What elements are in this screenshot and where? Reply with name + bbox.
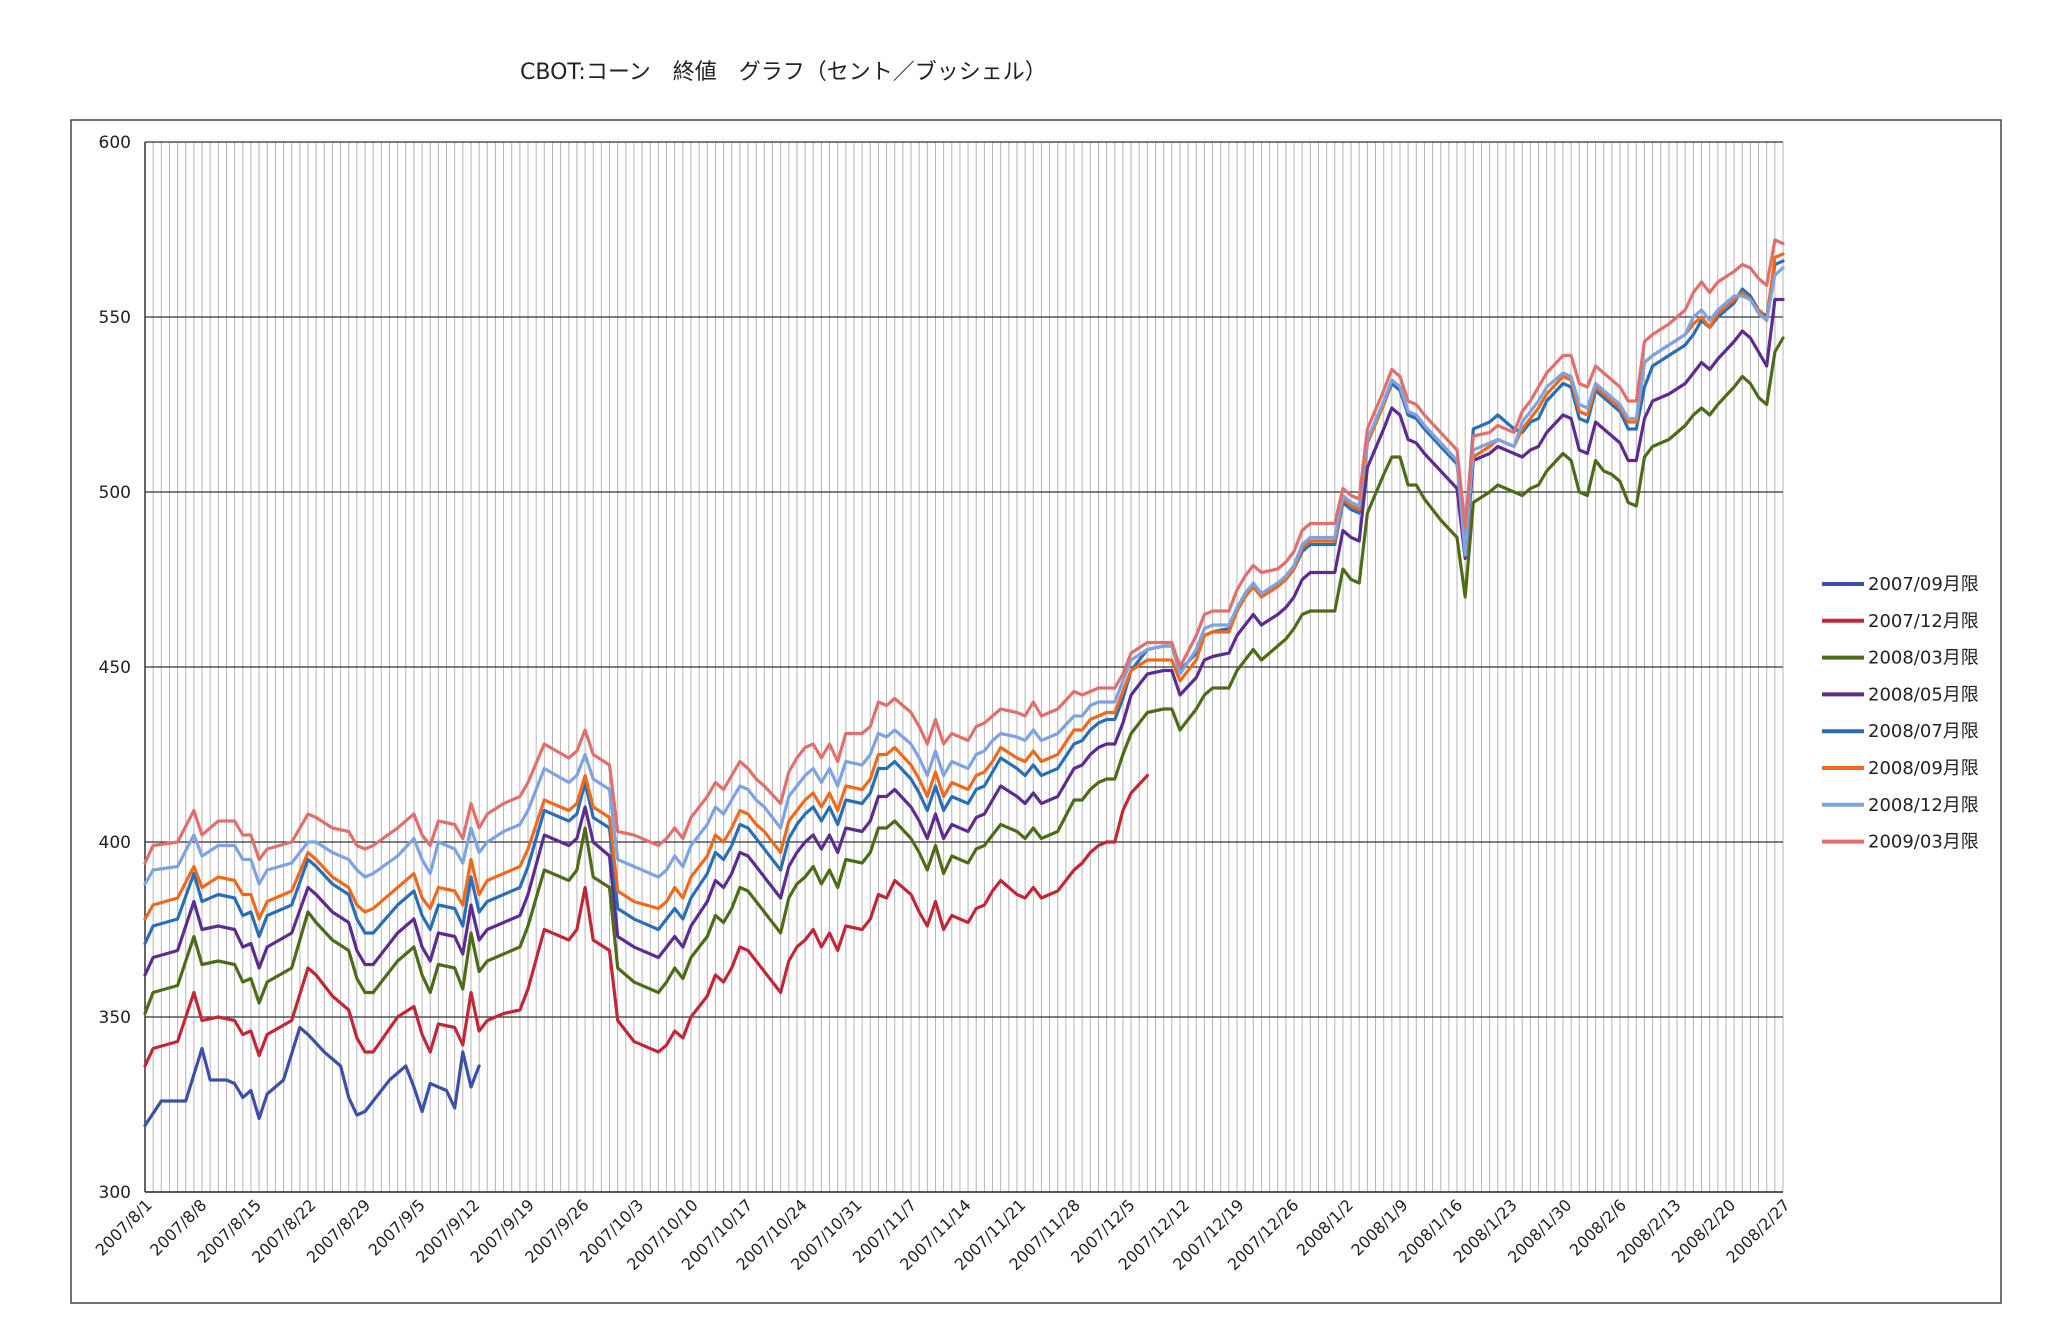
- x-tick-label: 2007/8/1: [92, 1195, 156, 1259]
- series-lines: [143, 238, 1785, 1128]
- legend-label: 2008/05月限: [1868, 684, 1979, 705]
- legend-label: 2008/07月限: [1868, 721, 1979, 742]
- series-line: [143, 773, 1150, 1068]
- legend-label: 2009/03月限: [1868, 832, 1979, 853]
- legend-label: 2008/09月限: [1868, 758, 1979, 779]
- legend-label: 2007/12月限: [1868, 611, 1979, 632]
- legend-label: 2007/09月限: [1868, 574, 1979, 595]
- chart-title: CBOT:コーン 終値 グラフ（セント／ブッシェル）: [520, 60, 1047, 85]
- y-tick-label: 550: [99, 308, 131, 328]
- y-tick-label: 500: [99, 483, 131, 503]
- legend-label: 2008/12月限: [1868, 795, 1979, 816]
- y-tick-label: 450: [99, 658, 131, 678]
- y-tick-label: 600: [99, 133, 131, 153]
- y-tick-label: 300: [99, 1183, 131, 1203]
- series-line: [143, 297, 1785, 977]
- series-line: [143, 336, 1785, 1016]
- x-tick-label: 2008/1/2: [1293, 1195, 1357, 1259]
- legend-label: 2008/03月限: [1868, 648, 1979, 669]
- grid: [144, 141, 1784, 1193]
- legend: 2007/09月限 2007/12月限 2008/03月限 2008/05月限 2008…: [1822, 574, 1979, 853]
- chart-area-border: [70, 119, 2002, 1304]
- series-line: [143, 252, 1785, 921]
- series-line: [143, 238, 1785, 865]
- y-tick-label: 400: [99, 833, 131, 853]
- series-line: [143, 266, 1785, 886]
- series-line: [143, 259, 1785, 946]
- series-line: [143, 1025, 481, 1128]
- y-tick-label: 350: [99, 1008, 131, 1028]
